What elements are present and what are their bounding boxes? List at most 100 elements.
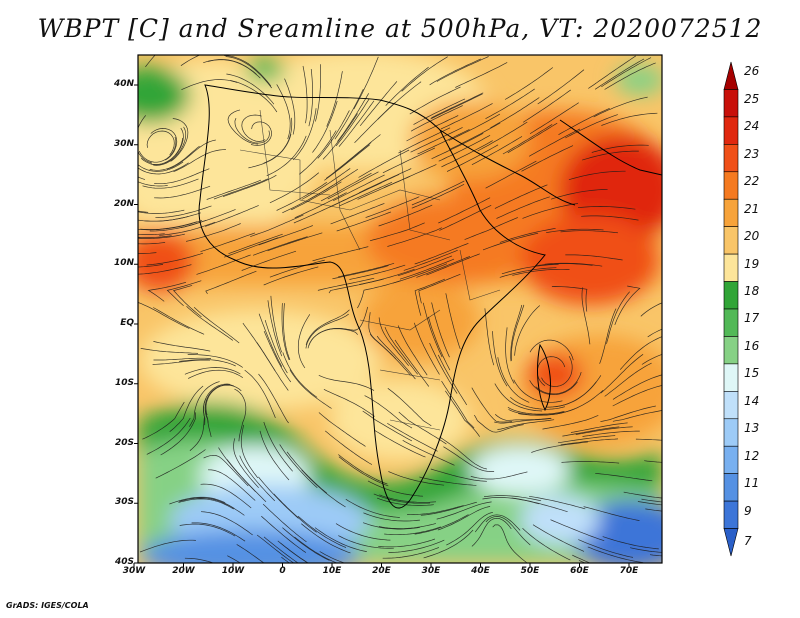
streamline [153,126,187,166]
streamline [159,221,216,236]
streamline [387,423,438,452]
streamline [565,254,623,261]
streamline [518,408,575,416]
streamline [501,263,559,275]
streamline [430,468,487,482]
streamline [203,59,257,75]
streamline [284,78,296,135]
streamline [145,55,156,68]
colorbar-label: 22 [744,174,760,189]
streamline [336,211,392,232]
streamline [577,206,636,210]
lat-label: 10N [113,258,134,269]
streamline [604,62,656,90]
streamline [430,93,483,120]
streamline [153,307,205,335]
streamline [138,283,139,285]
streamline [619,336,662,370]
streamline [362,522,420,530]
streamline [282,352,318,398]
streamline [470,471,528,480]
streamline [138,216,189,222]
streamline [485,516,531,546]
streamline [369,222,425,242]
streamline [523,89,571,123]
streamline [146,417,191,455]
streamline [305,309,350,345]
streamline [464,217,518,240]
streamline [326,71,343,127]
colorbar-swatch [723,336,739,365]
streamline [180,55,201,66]
streamline [440,103,493,130]
streamline [376,497,434,506]
lon-label: 30W [122,566,146,576]
colorbar-label: 12 [744,448,760,463]
streamline [392,263,448,284]
streamline [263,330,292,383]
streamline [227,555,241,563]
streamline [544,262,603,267]
streamline [273,493,317,533]
streamline [166,280,202,307]
streamline [387,227,442,247]
streamline [364,395,413,429]
streamline [532,524,585,552]
streamline [441,380,475,429]
streamline [403,249,458,271]
streamline [338,456,389,487]
streamline [394,339,430,387]
streamline [649,554,662,557]
streamline [224,237,279,258]
streamline [494,383,543,412]
streamline [200,483,252,509]
streamline [602,536,659,550]
streamline [397,325,428,376]
streamline [349,264,406,280]
streamline [647,328,662,338]
streamline [612,374,662,400]
streamline [431,92,484,119]
streamline [170,118,189,162]
streamline [317,110,350,159]
streamline [502,124,553,155]
streamline [230,80,278,113]
streamline [426,253,480,276]
streamline [138,235,172,238]
streamline [614,285,641,326]
colorbar-label: 9 [744,503,752,518]
streamline [146,252,204,266]
streamline [529,495,586,510]
streamline [301,469,346,508]
colorbar-label: 23 [744,146,760,161]
streamline [256,342,289,391]
streamline [411,183,465,209]
streamline [312,246,369,262]
border-layer [239,109,501,431]
streamline [263,421,293,472]
streamline [200,511,253,536]
streamline [264,320,288,374]
streamline [138,242,166,245]
streamline [138,209,185,214]
lat-label: 20N [113,198,134,209]
streamline [384,326,418,375]
streamline [437,506,491,531]
streamline [505,327,515,384]
streamline [431,302,450,358]
streamline [263,536,299,563]
streamline [417,129,470,155]
streamline [384,526,441,536]
streamline [581,215,639,221]
streamline [438,197,491,224]
streamline [244,369,276,419]
map-frame [137,54,663,564]
streamline [562,426,620,437]
streamline [184,557,215,563]
streamline [362,410,413,442]
streamline [338,100,375,147]
streamline [551,286,588,312]
streamline [537,69,585,105]
streamline [188,369,243,379]
